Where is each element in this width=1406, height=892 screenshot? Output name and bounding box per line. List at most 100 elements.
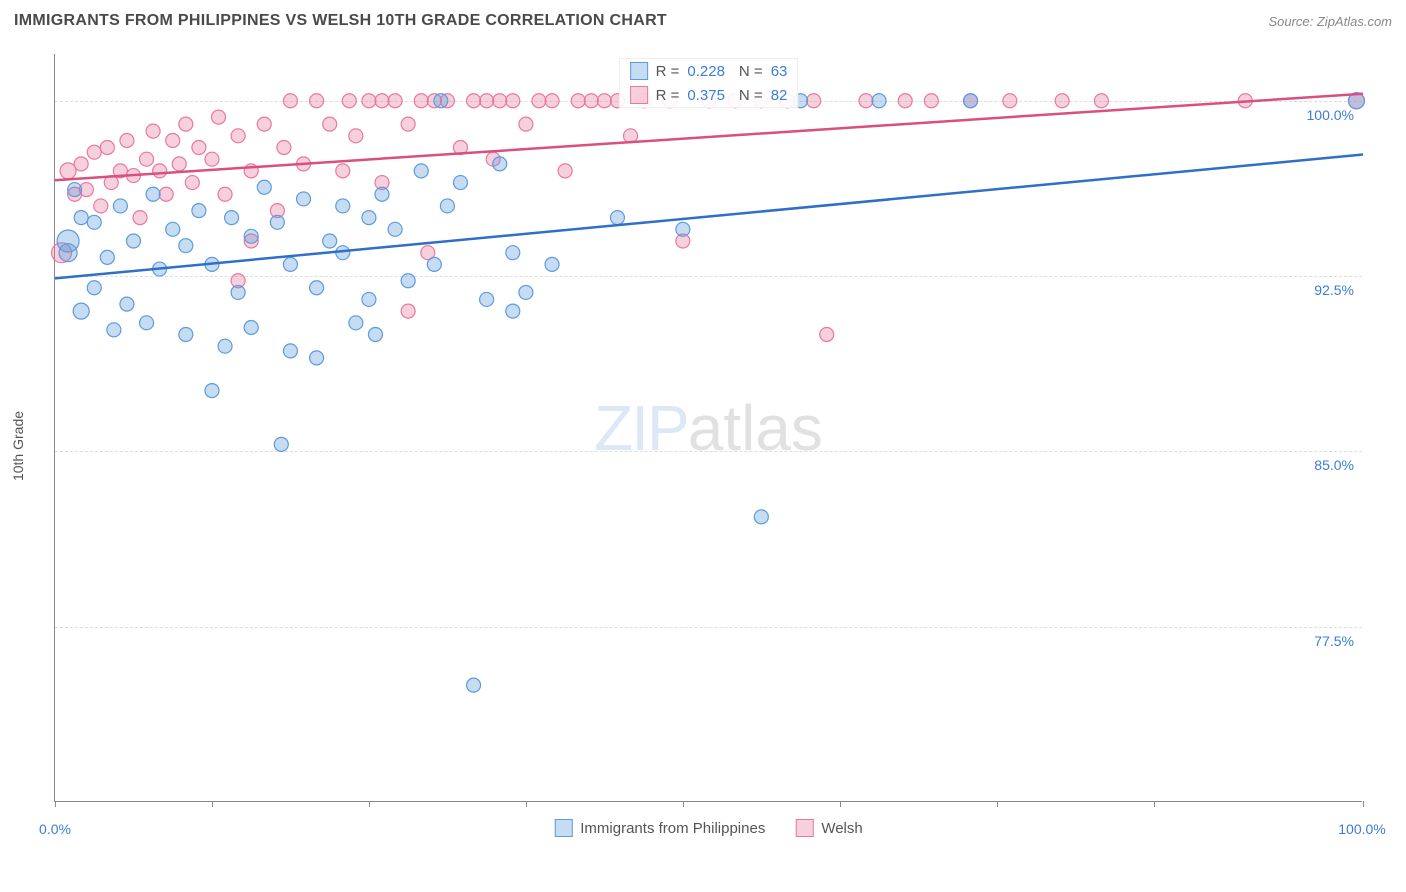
data-point-welsh	[859, 94, 873, 108]
data-point-philippines	[218, 339, 232, 353]
data-point-welsh	[362, 94, 376, 108]
data-point-philippines	[120, 297, 134, 311]
data-point-welsh	[140, 152, 154, 166]
data-point-welsh	[192, 141, 206, 155]
data-point-welsh	[584, 94, 598, 108]
data-point-philippines	[480, 292, 494, 306]
data-point-philippines	[68, 183, 82, 197]
data-point-philippines	[225, 211, 239, 225]
data-point-philippines	[368, 328, 382, 342]
data-point-welsh	[1003, 94, 1017, 108]
data-point-welsh	[212, 110, 226, 124]
data-point-philippines	[310, 281, 324, 295]
data-point-philippines	[754, 510, 768, 524]
data-point-welsh	[185, 176, 199, 190]
data-point-welsh	[166, 133, 180, 147]
data-point-philippines	[126, 234, 140, 248]
data-point-philippines	[166, 222, 180, 236]
data-point-philippines	[87, 215, 101, 229]
data-point-philippines	[179, 239, 193, 253]
data-point-philippines	[545, 257, 559, 271]
data-point-welsh	[401, 117, 415, 131]
scatter-svg	[55, 54, 1362, 801]
data-point-welsh	[898, 94, 912, 108]
data-point-philippines	[414, 164, 428, 178]
data-point-philippines	[283, 344, 297, 358]
data-point-philippines	[434, 94, 448, 108]
data-point-philippines	[349, 316, 363, 330]
data-point-welsh	[597, 94, 611, 108]
data-point-welsh	[414, 94, 428, 108]
legend-swatch-icon	[795, 819, 813, 837]
data-point-philippines	[270, 215, 284, 229]
legend-swatch-icon	[554, 819, 572, 837]
data-point-welsh	[60, 163, 76, 179]
data-point-philippines	[205, 384, 219, 398]
data-point-welsh	[133, 211, 147, 225]
legend-row-philippines: R =0.228 N =63	[620, 59, 798, 83]
chart-title: IMMIGRANTS FROM PHILIPPINES VS WELSH 10T…	[14, 12, 667, 30]
data-point-welsh	[146, 124, 160, 138]
legend-item-philippines: Immigrants from Philippines	[554, 819, 765, 837]
x-tick	[683, 801, 684, 807]
data-point-philippines	[453, 176, 467, 190]
data-point-philippines	[362, 292, 376, 306]
plot-area: 77.5%85.0%92.5%100.0% ZIPatlas R =0.228 …	[54, 54, 1362, 802]
data-point-welsh	[179, 117, 193, 131]
data-point-philippines	[519, 285, 533, 299]
data-point-philippines	[964, 94, 978, 108]
x-tick	[1154, 801, 1155, 807]
data-point-philippines	[257, 180, 271, 194]
data-point-welsh	[310, 94, 324, 108]
data-point-welsh	[74, 157, 88, 171]
data-point-welsh	[388, 94, 402, 108]
data-point-philippines	[872, 94, 886, 108]
data-point-philippines	[323, 234, 337, 248]
data-point-philippines	[676, 222, 690, 236]
data-point-philippines	[113, 199, 127, 213]
data-point-welsh	[323, 117, 337, 131]
data-point-philippines	[283, 257, 297, 271]
data-point-philippines	[74, 211, 88, 225]
x-max-label: 100.0%	[1338, 821, 1385, 837]
legend-row-welsh: R =0.375 N =82	[620, 83, 798, 107]
data-point-welsh	[493, 94, 507, 108]
x-tick	[1363, 801, 1364, 807]
correlation-legend: R =0.228 N =63 R =0.375 N =82	[619, 58, 799, 108]
data-point-philippines	[274, 437, 288, 451]
data-point-welsh	[231, 129, 245, 143]
data-point-philippines	[401, 274, 415, 288]
data-point-welsh	[283, 94, 297, 108]
data-point-welsh	[100, 141, 114, 155]
data-point-philippines	[297, 192, 311, 206]
legend-swatch-welsh	[630, 86, 648, 104]
data-point-welsh	[94, 199, 108, 213]
data-point-philippines	[310, 351, 324, 365]
data-point-welsh	[375, 94, 389, 108]
data-point-philippines	[73, 303, 89, 319]
data-point-welsh	[342, 94, 356, 108]
x-min-label: 0.0%	[39, 821, 71, 837]
data-point-philippines	[146, 187, 160, 201]
data-point-welsh	[467, 94, 481, 108]
data-point-welsh	[401, 304, 415, 318]
data-point-welsh	[532, 94, 546, 108]
data-point-philippines	[192, 204, 206, 218]
x-tick	[526, 801, 527, 807]
data-point-philippines	[107, 323, 121, 337]
data-point-welsh	[1094, 94, 1108, 108]
data-point-welsh	[480, 94, 494, 108]
data-point-welsh	[349, 129, 363, 143]
data-point-welsh	[205, 152, 219, 166]
data-point-philippines	[59, 244, 77, 262]
data-point-philippines	[493, 157, 507, 171]
data-point-philippines	[362, 211, 376, 225]
data-point-welsh	[153, 164, 167, 178]
data-point-welsh	[1055, 94, 1069, 108]
legend-swatch-philippines	[630, 62, 648, 80]
data-point-philippines	[244, 320, 258, 334]
data-point-welsh	[87, 145, 101, 159]
x-tick	[212, 801, 213, 807]
data-point-philippines	[467, 678, 481, 692]
data-point-welsh	[545, 94, 559, 108]
